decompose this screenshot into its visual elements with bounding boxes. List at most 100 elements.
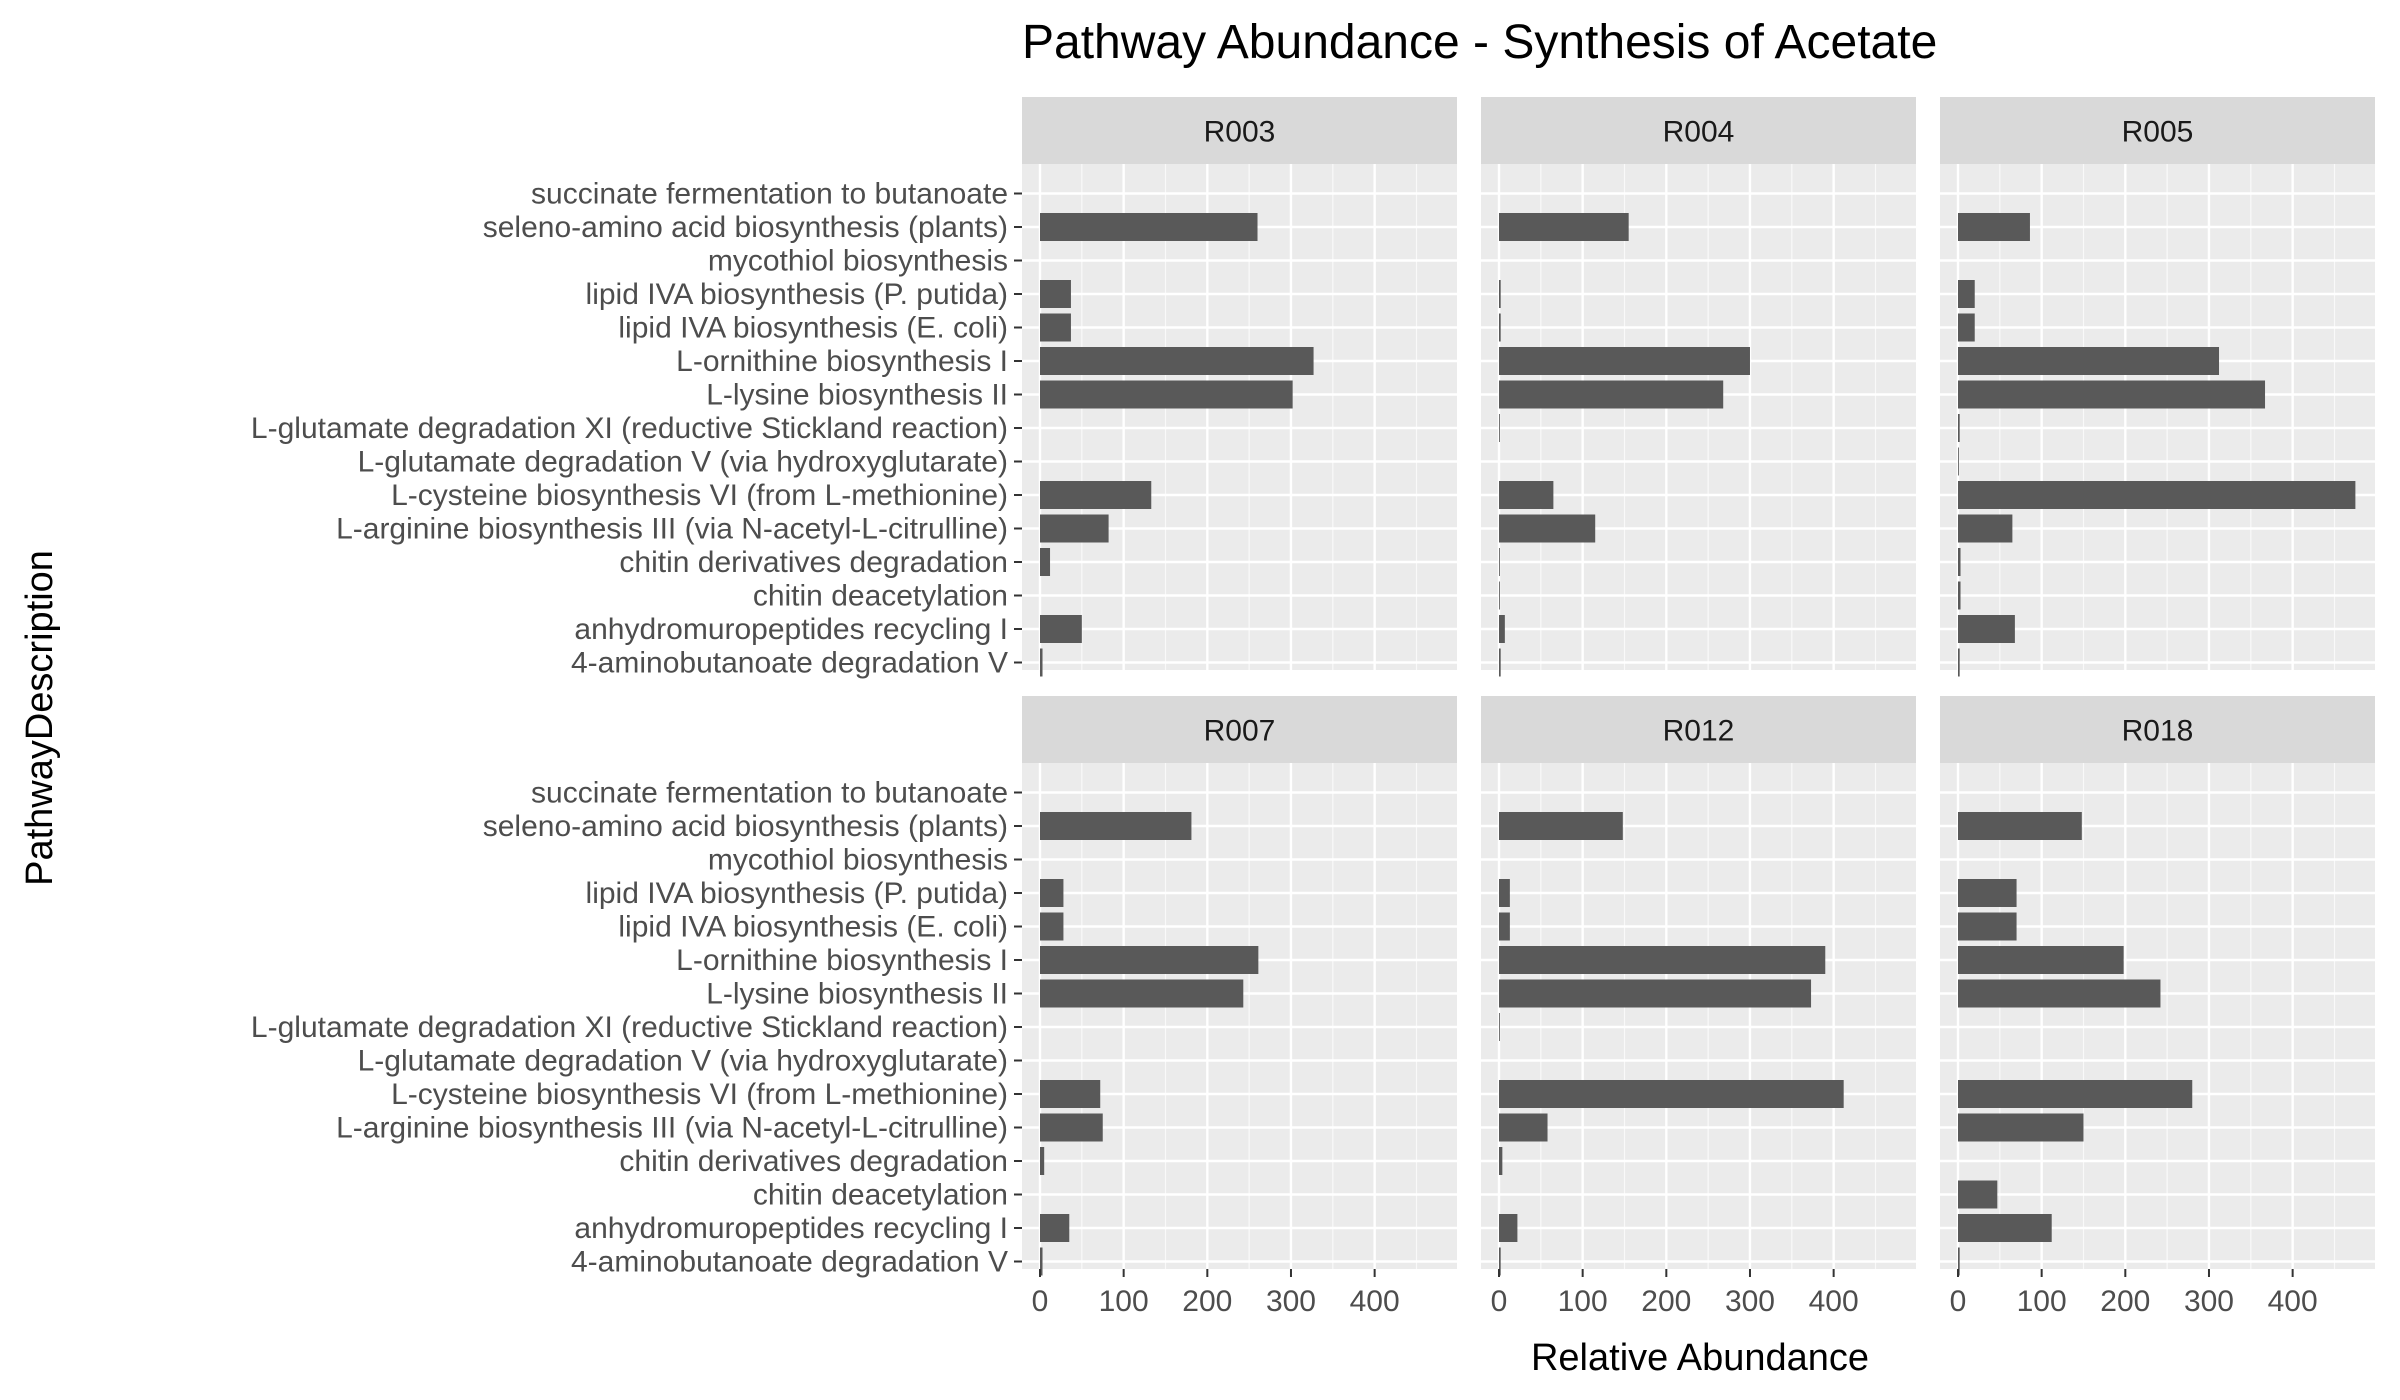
x-tick-label: 100 (1099, 1285, 1149, 1318)
y-tick-label: 4-aminobutanoate degradation V (571, 647, 1008, 680)
y-tick-label: L-cysteine biosynthesis VI (from L-methi… (391, 1078, 1008, 1111)
panel-background (1022, 763, 1457, 1269)
bar (1958, 615, 2015, 643)
y-tick-label: L-lysine biosynthesis II (706, 379, 1008, 412)
bar (1040, 648, 1043, 677)
x-tick-label: 400 (1350, 1285, 1400, 1318)
panel-R012: R012 0 100 200 300 400 (1481, 696, 1916, 1318)
bar (1958, 280, 1975, 308)
y-tick-label: succinate fermentation to butanoate (531, 178, 1008, 211)
panel-background (1940, 164, 2375, 670)
bar (1499, 514, 1596, 543)
bar (1499, 380, 1724, 409)
strip-label: R012 (1663, 715, 1735, 748)
x-tick-label: 400 (2268, 1285, 2318, 1318)
bar (1040, 380, 1293, 409)
y-tick-label: L-ornithine biosynthesis I (676, 944, 1008, 977)
y-tick-label: lipid IVA biosynthesis (P. putida) (586, 278, 1008, 311)
y-tick-label: lipid IVA biosynthesis (E. coli) (618, 911, 1008, 944)
bar (1958, 581, 1961, 610)
bar (1040, 979, 1244, 1008)
x-tick-label: 300 (1725, 1285, 1775, 1318)
bar (1040, 280, 1071, 308)
bar (1958, 380, 2266, 409)
bar (1958, 1180, 1998, 1209)
panel-R004: R004 (1481, 97, 1916, 677)
x-tick-label: 0 (1032, 1285, 1049, 1318)
y-tick-label: L-glutamate degradation XI (reductive St… (251, 412, 1008, 445)
y-tick-label: L-arginine biosynthesis III (via N-acety… (336, 1112, 1008, 1145)
y-tick-label: chitin deacetylation (753, 1179, 1008, 1212)
strip-background (1022, 97, 1457, 164)
strip-background (1481, 97, 1916, 164)
panel-R018: R018 0 100 200 300 400 (1940, 696, 2375, 1318)
y-tick-label: L-arginine biosynthesis III (via N-acety… (336, 513, 1008, 546)
bar (1499, 213, 1629, 241)
y-tick-label: mycothiol biosynthesis (708, 844, 1008, 877)
x-tick-label: 400 (1809, 1285, 1859, 1318)
strip-label: R007 (1204, 715, 1276, 748)
bar (1499, 1080, 1844, 1108)
x-tick-label: 300 (2184, 1285, 2234, 1318)
y-tick-label: L-glutamate degradation V (via hydroxygl… (358, 1045, 1008, 1078)
bar (1958, 347, 2220, 375)
bar (1040, 879, 1064, 907)
bar (1040, 1113, 1103, 1142)
bar (1040, 1247, 1043, 1276)
bar (1958, 514, 2013, 543)
x-tick-label: 100 (1558, 1285, 1608, 1318)
bar (1499, 1113, 1548, 1142)
bar (1499, 912, 1510, 941)
x-tick-label: 300 (1266, 1285, 1316, 1318)
y-tick-label: L-glutamate degradation XI (reductive St… (251, 1011, 1008, 1044)
bar (1040, 812, 1192, 840)
bar (1958, 447, 1959, 476)
bar (1958, 812, 2082, 840)
bar (1499, 979, 1812, 1008)
x-tick-label: 200 (1641, 1285, 1691, 1318)
bar (1040, 514, 1109, 543)
bar (1958, 1247, 1960, 1276)
bar (1499, 414, 1500, 442)
bar (1040, 1214, 1070, 1242)
bar (1499, 1013, 1500, 1041)
bar (1499, 812, 1623, 840)
y-tick-label: L-cysteine biosynthesis VI (from L-methi… (391, 479, 1008, 512)
bar (1499, 313, 1501, 342)
panel-R007: R007 succinate fermentation to butanoates… (251, 696, 1457, 1318)
bar (1958, 879, 2017, 907)
bar (1499, 879, 1510, 907)
y-tick-label: chitin derivatives degradation (619, 1145, 1008, 1178)
bar (1499, 347, 1750, 375)
bar (1958, 1214, 2052, 1242)
panel-background (1481, 763, 1916, 1269)
bar (1499, 581, 1500, 610)
bar (1958, 648, 1960, 677)
bar (1958, 1080, 2193, 1108)
y-tick-label: anhydromuropeptides recycling I (574, 613, 1008, 646)
bar (1499, 280, 1501, 308)
x-tick-label: 100 (2017, 1285, 2067, 1318)
bar (1958, 1113, 2084, 1142)
y-tick-label: L-lysine biosynthesis II (706, 978, 1008, 1011)
bar (1499, 648, 1501, 677)
y-tick-label: lipid IVA biosynthesis (P. putida) (586, 877, 1008, 910)
bar (1958, 912, 2017, 941)
y-tick-label: chitin deacetylation (753, 580, 1008, 613)
y-tick-label: chitin derivatives degradation (619, 546, 1008, 579)
x-tick-label: 0 (1491, 1285, 1508, 1318)
strip-background (1940, 97, 2375, 164)
panel-background (1940, 763, 2375, 1269)
bar (1040, 213, 1258, 241)
bar (1958, 213, 2030, 241)
strip-background (1940, 696, 2375, 763)
y-axis-title: PathwayDescription (19, 550, 61, 886)
strip-label: R005 (2122, 116, 2194, 149)
y-tick-label: L-glutamate degradation V (via hydroxygl… (358, 446, 1008, 479)
y-tick-label: seleno-amino acid biosynthesis (plants) (483, 211, 1008, 244)
y-tick-label: seleno-amino acid biosynthesis (plants) (483, 810, 1008, 843)
y-tick-label: succinate fermentation to butanoate (531, 777, 1008, 810)
bar (1958, 313, 1975, 342)
bar (1040, 912, 1064, 941)
